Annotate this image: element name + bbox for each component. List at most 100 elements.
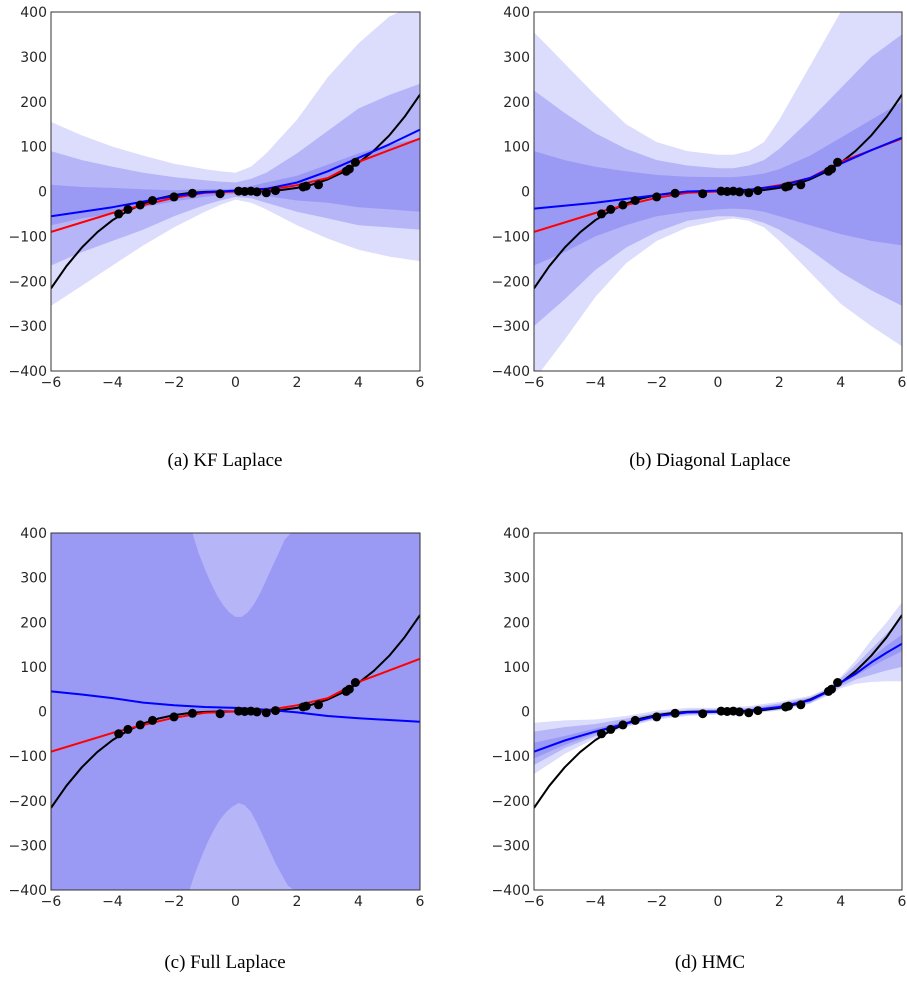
data-point — [606, 724, 616, 734]
uncertainty-band-3 — [534, 101, 902, 266]
data-point — [670, 708, 680, 718]
data-point — [827, 684, 836, 694]
y-tick-label: 100 — [503, 140, 530, 156]
x-tick-label: 0 — [231, 894, 240, 910]
data-point — [123, 204, 133, 214]
y-tick-label: 0 — [521, 185, 530, 201]
y-tick-label: −200 — [9, 794, 47, 810]
x-tick-label: 6 — [416, 375, 425, 391]
x-tick-label: 0 — [714, 894, 723, 910]
subfigure-caption: (d) HMC — [675, 952, 745, 973]
y-tick-label: 100 — [20, 140, 47, 156]
data-point — [784, 181, 793, 191]
x-tick-label: 4 — [354, 375, 363, 391]
data-point — [597, 729, 606, 739]
panel-hmc: −400 −300 −200 −100 0 100 200 300 400 −6 −4 −2 0 2 4 6 (… — [492, 526, 907, 973]
data-point — [252, 707, 262, 717]
data-point — [652, 192, 662, 202]
data-point — [753, 186, 763, 196]
y-tick-label: 200 — [503, 95, 530, 111]
y-tick-label: −300 — [492, 319, 530, 335]
y-tick-label: −400 — [492, 883, 530, 899]
y-tick-label: 100 — [20, 660, 47, 676]
data-point — [271, 706, 280, 716]
data-point — [169, 712, 179, 722]
data-point — [114, 209, 124, 219]
data-point — [187, 708, 197, 718]
y-tick-label: −100 — [9, 229, 47, 245]
x-tick-label: 6 — [416, 894, 425, 910]
panel-kf-laplace: −400 −300 −200 −100 0 100 200 300 400 −6 −4 −2 0 2 4 6 (… — [9, 5, 425, 471]
y-tick-label: 200 — [20, 615, 47, 631]
y-tick-label: −300 — [9, 319, 47, 335]
x-tick-label: −6 — [41, 375, 62, 391]
x-tick-label: −4 — [585, 375, 606, 391]
y-tick-label: 0 — [521, 705, 530, 721]
data-point — [215, 709, 225, 719]
x-tick-label: 4 — [836, 375, 845, 391]
data-point — [261, 708, 271, 718]
data-point — [618, 200, 628, 210]
data-point — [135, 720, 145, 730]
data-point — [350, 157, 360, 167]
data-point — [135, 200, 145, 210]
y-tick-label: −400 — [9, 364, 47, 380]
x-tick-label: −4 — [102, 375, 123, 391]
y-tick-label: −300 — [9, 838, 47, 854]
y-tick-label: 300 — [20, 50, 47, 66]
data-point — [652, 712, 662, 722]
subfigure-caption: (b) Diagonal Laplace — [629, 450, 790, 471]
x-tick-label: 4 — [354, 894, 363, 910]
data-point — [698, 189, 708, 199]
data-point — [187, 188, 197, 198]
x-tick-label: 2 — [775, 375, 784, 391]
data-point — [350, 678, 360, 687]
data-point — [301, 181, 311, 191]
data-point — [735, 187, 744, 197]
y-tick-label: −200 — [492, 274, 530, 290]
x-tick-label: −2 — [164, 375, 185, 391]
plot-area — [51, 12, 420, 306]
x-tick-label: 0 — [231, 375, 240, 391]
x-tick-label: 6 — [898, 375, 907, 391]
data-point — [169, 192, 179, 202]
data-point — [215, 189, 225, 199]
x-tick-label: −6 — [524, 894, 545, 910]
data-point — [630, 715, 640, 725]
axes-frame — [533, 532, 903, 891]
y-tick-label: 0 — [38, 185, 47, 201]
x-tick-label: −4 — [102, 894, 123, 910]
y-tick-label: 200 — [20, 95, 47, 111]
axes-frame — [50, 11, 421, 372]
uncertainty-band-2 — [51, 83, 420, 266]
data-point — [606, 204, 616, 214]
data-point — [784, 701, 793, 711]
plot-area — [51, 533, 420, 890]
x-tick-label: −6 — [524, 375, 545, 391]
plot-area — [534, 12, 902, 371]
data-point — [796, 700, 806, 710]
x-tick-label: −6 — [41, 894, 62, 910]
data-point — [796, 180, 806, 190]
x-tick-label: −2 — [646, 375, 667, 391]
y-tick-label: −200 — [492, 794, 530, 810]
data-point — [344, 164, 354, 174]
x-tick-label: 4 — [836, 894, 845, 910]
y-tick-label: 300 — [503, 50, 530, 66]
y-tick-label: −100 — [492, 229, 530, 245]
y-tick-label: 0 — [38, 705, 47, 721]
y-tick-label: 400 — [503, 526, 530, 542]
y-tick-label: −400 — [492, 364, 530, 380]
y-tick-label: −300 — [492, 838, 530, 854]
y-tick-label: −200 — [9, 274, 47, 290]
panel-full-laplace: −400 −300 −200 −100 0 100 200 300 400 −6 −4 −2 0 2 4 6 (… — [9, 526, 425, 973]
x-tick-label: −4 — [585, 894, 606, 910]
y-tick-label: 300 — [503, 571, 530, 587]
y-tick-label: −400 — [9, 883, 47, 899]
data-point — [670, 188, 680, 198]
data-point — [114, 729, 124, 739]
x-tick-label: 2 — [293, 894, 302, 910]
data-point — [833, 678, 843, 687]
data-point — [744, 188, 754, 198]
